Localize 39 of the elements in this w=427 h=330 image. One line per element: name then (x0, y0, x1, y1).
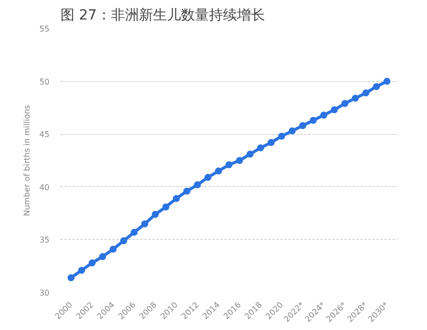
point (68, 274, 75, 282)
point (310, 116, 317, 124)
point (194, 181, 201, 188)
point (141, 220, 148, 228)
point (341, 100, 348, 107)
point (383, 78, 390, 85)
point (372, 83, 380, 90)
point (299, 122, 306, 130)
point (226, 161, 232, 168)
point (204, 174, 212, 181)
y-tick-label: 55 (39, 24, 50, 34)
point (352, 94, 359, 102)
chart-title: 图 27：非洲新生儿数量持续增长 (60, 8, 265, 24)
point (130, 228, 138, 236)
y-tick-label: 50 (39, 77, 50, 86)
point (246, 150, 254, 158)
point (288, 127, 296, 134)
point (120, 237, 128, 244)
point (257, 144, 264, 152)
y-tick-label: 40 (39, 182, 50, 192)
point (183, 188, 190, 195)
point (162, 203, 170, 210)
point (278, 132, 286, 140)
point (236, 157, 244, 164)
y-tick-label: 30 (39, 288, 50, 298)
y-tick-label: 45 (39, 130, 50, 140)
point (172, 195, 180, 202)
point (268, 139, 275, 146)
point (110, 246, 117, 253)
point (320, 112, 328, 119)
y-tick-label: 35 (39, 236, 50, 245)
point (152, 210, 159, 218)
point (99, 253, 106, 260)
point (362, 89, 370, 96)
point (214, 168, 222, 175)
point (330, 106, 338, 114)
y-axis-title: Number of births in millions (22, 104, 32, 216)
point (88, 259, 96, 266)
point (78, 266, 86, 274)
